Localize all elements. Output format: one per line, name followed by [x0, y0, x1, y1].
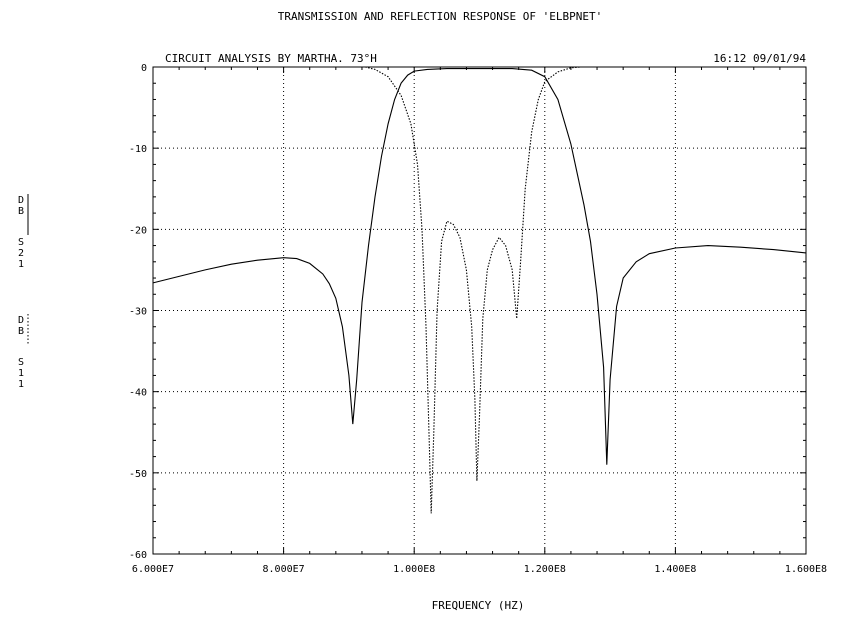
series-line-db-s21	[152, 68, 807, 465]
y-label-s11: D B S 1 1	[18, 314, 29, 390]
y-label-s21-line3: S	[18, 237, 24, 248]
x-tick-label: 1.400E8	[654, 564, 696, 575]
y-label-s11-line3: S	[18, 357, 24, 368]
grid	[153, 67, 806, 554]
x-tick-label: 1.000E8	[393, 564, 435, 575]
y-label-s11-line5: 1	[18, 379, 24, 390]
y-tick-label: 0	[141, 63, 147, 74]
chart-title: TRANSMISSION AND REFLECTION RESPONSE OF …	[278, 10, 603, 23]
y-label-s21-line4: 2	[18, 248, 24, 259]
series-line-db-s11	[365, 66, 581, 514]
x-tick-label: 1.600E8	[785, 564, 827, 575]
y-label-s21-line2: B	[18, 206, 24, 217]
y-label-s11-line1: D	[18, 315, 24, 326]
x-axis: 6.000E7 8.000E7 1.000E8 1.200E8 1.400E8 1.600…	[132, 67, 827, 575]
series-lines	[152, 66, 807, 514]
y-label-s21-line1: D	[18, 195, 24, 206]
x-tick-label: 8.000E7	[263, 564, 305, 575]
y-tick-label: -40	[129, 388, 147, 399]
x-axis-label: FREQUENCY (HZ)	[432, 599, 525, 612]
y-tick-label: -10	[129, 144, 147, 155]
y-label-s11-line4: 1	[18, 368, 24, 379]
y-axis: 0 -10 -20 -30 -40 -50 -60	[129, 63, 806, 561]
chart-subtitle-right: 16:12 09/01/94	[713, 52, 806, 65]
y-label-s21-line5: 1	[18, 259, 24, 270]
y-tick-label: -30	[129, 307, 147, 318]
y-label-s21: D B S 2 1	[18, 194, 29, 270]
plot-frame	[152, 66, 807, 555]
y-tick-label: -60	[129, 550, 147, 561]
x-tick-label: 1.200E8	[524, 564, 566, 575]
y-label-s11-line2: B	[18, 326, 24, 337]
chart-subtitle-left: CIRCUIT ANALYSIS BY MARTHA. 73°H	[165, 52, 377, 65]
y-tick-label: -50	[129, 469, 147, 480]
y-tick-label: -20	[129, 225, 147, 236]
x-tick-label: 6.000E7	[132, 564, 174, 575]
